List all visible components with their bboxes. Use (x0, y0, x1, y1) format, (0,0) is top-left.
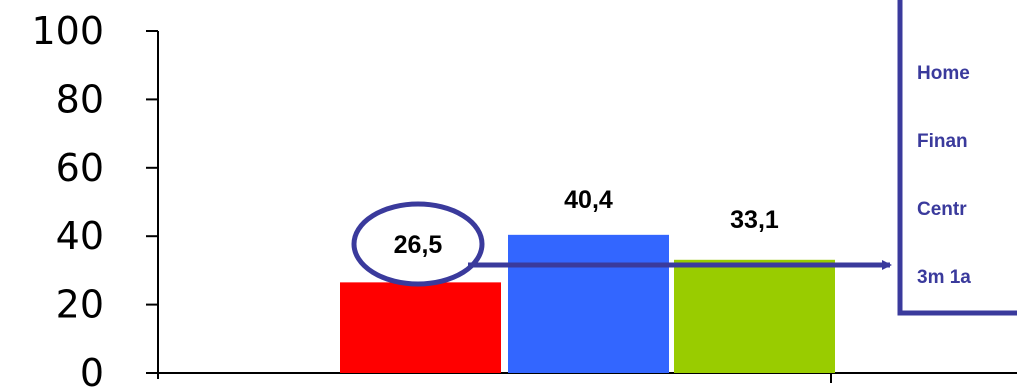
bar-data-label: 33,1 (730, 206, 779, 234)
y-tick-label: 20 (56, 283, 104, 327)
highlight-ellipse (351, 201, 485, 287)
callout-text-line: Home (917, 63, 970, 84)
bar-data-label: 40,4 (564, 186, 613, 214)
callout-text-line: 3m 1a (917, 267, 971, 288)
bar (508, 234, 669, 373)
y-tick-label: 100 (31, 9, 104, 53)
y-tick-label: 40 (56, 214, 104, 258)
y-tick-label: 0 (80, 351, 104, 391)
callout-box (897, 0, 1017, 316)
callout-text-line: Finan (917, 131, 968, 152)
bar-data-label: 26,5 (394, 231, 443, 259)
bar (674, 259, 835, 373)
callout-text-line: Centr (917, 199, 967, 220)
y-tick-label: 80 (56, 77, 104, 121)
y-tick-label: 60 (56, 146, 104, 190)
bar (340, 282, 501, 373)
